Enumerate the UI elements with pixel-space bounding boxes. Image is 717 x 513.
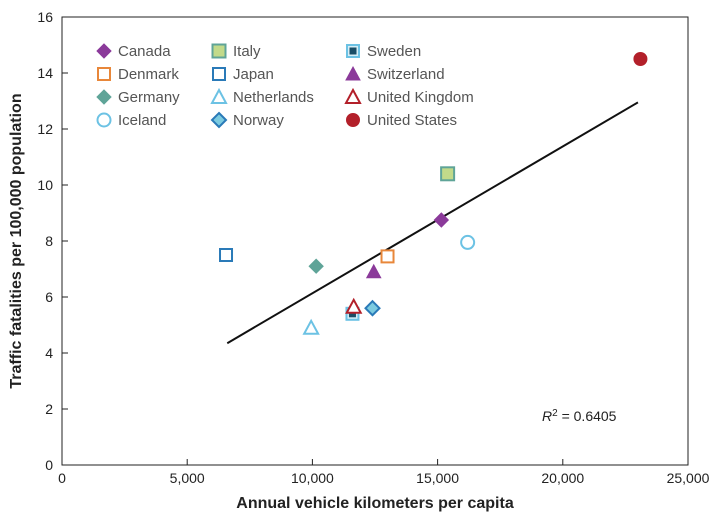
- legend: Canada Denmark Germany Iceland Italy Japan Net…: [96, 43, 474, 129]
- r2-label: R: [542, 408, 552, 424]
- y-tick-label: 12: [37, 121, 53, 137]
- legend-label-netherlands: Netherlands: [233, 89, 314, 106]
- y-tick-label: 6: [45, 289, 53, 305]
- legend-item-united-states: United States: [346, 112, 457, 129]
- data-point-switzerland: [365, 263, 382, 279]
- x-tick-label: 10,000: [291, 470, 334, 486]
- legend-marker-canada: [96, 43, 112, 59]
- legend-marker-japan: [212, 67, 226, 81]
- legend-item-japan: Japan: [212, 66, 274, 83]
- legend-item-switzerland: Switzerland: [345, 65, 445, 83]
- x-tick-label: 0: [58, 470, 66, 486]
- y-axis-title: Traffic fatalities per 100,000 populatio…: [8, 93, 25, 388]
- data-point-germany: [308, 258, 324, 274]
- legend-marker-norway: [210, 111, 228, 129]
- x-tick-label: 15,000: [416, 470, 459, 486]
- data-point-united-kingdom: [345, 297, 363, 314]
- plot-axes: [61, 16, 689, 466]
- legend-label-sweden: Sweden: [367, 43, 421, 60]
- legend-marker-switzerland: [345, 65, 361, 81]
- data-point-united-states: [633, 52, 648, 66]
- legend-item-germany: Germany: [96, 89, 180, 106]
- legend-marker-united-states: [346, 113, 360, 127]
- legend-marker-sweden: [346, 44, 360, 58]
- legend-marker-netherlands: [210, 87, 228, 104]
- legend-label-iceland: Iceland: [118, 112, 166, 129]
- y-tick-label: 0: [45, 457, 53, 473]
- r2-value: = 0.6405: [558, 408, 617, 424]
- data-point-norway: [364, 299, 381, 317]
- y-tick-label: 4: [45, 345, 53, 361]
- legend-item-iceland: Iceland: [96, 112, 166, 129]
- legend-item-denmark: Denmark: [97, 66, 179, 83]
- legend-label-germany: Germany: [118, 89, 180, 106]
- trend-line: [226, 101, 639, 345]
- x-axis-title: Annual vehicle kilometers per capita: [236, 495, 514, 512]
- legend-label-japan: Japan: [233, 66, 274, 83]
- y-tick-label: 14: [37, 65, 53, 81]
- x-tick-label: 5,000: [170, 470, 205, 486]
- legend-marker-denmark: [97, 67, 111, 81]
- legend-item-united-kingdom: United Kingdom: [344, 87, 474, 106]
- r-squared-annotation: R2 = 0.6405: [542, 408, 617, 425]
- legend-item-italy: Italy: [211, 43, 261, 60]
- r2-superscript: 2: [552, 408, 558, 419]
- legend-label-united-kingdom: United Kingdom: [367, 89, 474, 106]
- y-tick-label: 10: [37, 177, 53, 193]
- data-point-japan: [219, 248, 234, 262]
- y-tick-label: 8: [45, 233, 53, 249]
- y-axis-ticks: 0 2 4 6 8 10 12 14 16: [37, 9, 68, 473]
- x-tick-label: 20,000: [541, 470, 584, 486]
- legend-label-norway: Norway: [233, 112, 284, 129]
- legend-item-canada: Canada: [96, 43, 171, 60]
- data-points: [219, 52, 648, 335]
- legend-marker-italy: [211, 43, 227, 59]
- data-point-iceland: [460, 234, 476, 250]
- legend-label-italy: Italy: [233, 43, 261, 60]
- legend-marker-iceland: [96, 112, 112, 128]
- legend-marker-united-kingdom: [344, 87, 362, 104]
- y-tick-label: 2: [45, 401, 53, 417]
- x-axis-ticks: 0 5,000 10,000 15,000 20,000 25,000: [58, 459, 710, 486]
- legend-label-switzerland: Switzerland: [367, 66, 445, 83]
- legend-item-netherlands: Netherlands: [210, 87, 314, 106]
- data-point-netherlands: [302, 318, 320, 335]
- y-tick-label: 16: [37, 9, 53, 25]
- legend-item-sweden: Sweden: [346, 43, 421, 60]
- legend-marker-germany: [96, 89, 112, 105]
- plot-frame: [61, 16, 689, 466]
- legend-item-norway: Norway: [210, 111, 284, 129]
- legend-label-denmark: Denmark: [118, 66, 179, 83]
- data-point-denmark: [380, 249, 395, 264]
- data-point-canada: [433, 212, 450, 228]
- x-tick-label: 25,000: [667, 470, 710, 486]
- data-point-italy: [440, 166, 456, 182]
- legend-label-united-states: United States: [367, 112, 457, 129]
- legend-label-canada: Canada: [118, 43, 171, 60]
